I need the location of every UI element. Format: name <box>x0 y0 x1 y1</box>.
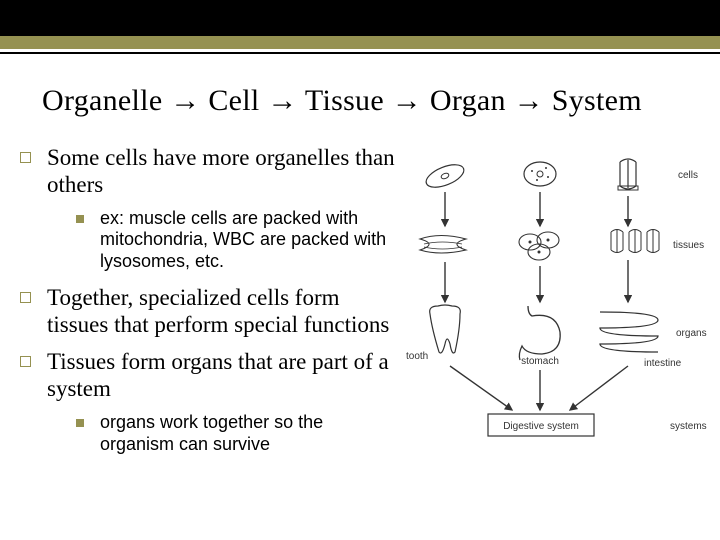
tissue-icon <box>519 232 559 260</box>
bullet-text: Tissues form organs that are part of a s… <box>47 348 400 402</box>
bullet-content: Some cells have more organelles than oth… <box>20 144 400 467</box>
top-black-bar <box>0 0 720 36</box>
tissue-icon <box>611 230 659 253</box>
square-open-bullet-icon <box>20 152 31 163</box>
square-filled-bullet-icon <box>76 419 84 427</box>
row-label-organs: organs <box>676 328 707 339</box>
cell-icon <box>618 159 638 190</box>
title-seg-4: System <box>552 84 642 117</box>
title-seg-2: Tissue <box>305 84 384 117</box>
organ-label-stomach: stomach <box>521 356 559 367</box>
sub-bullet-text: ex: muscle cells are packed with mitocho… <box>100 208 400 272</box>
arrow-icon <box>570 366 628 410</box>
square-filled-bullet-icon <box>76 215 84 223</box>
hierarchy-diagram: cells tissues tooth stomach <box>400 154 710 484</box>
title-arrow-1: → <box>260 84 305 117</box>
title-arrow-3: → <box>506 84 552 117</box>
row-label-tissues: tissues <box>673 240 704 251</box>
bullet-text: Some cells have more organelles than oth… <box>47 144 400 198</box>
title-seg-3: Organ <box>430 84 506 117</box>
system-label: Digestive system <box>503 421 579 432</box>
sub-bullet-item: organs work together so the organism can… <box>76 412 400 454</box>
sub-bullet-text: organs work together so the organism can… <box>100 412 400 454</box>
tissue-icon <box>420 236 466 254</box>
olive-accent-bar <box>0 36 720 49</box>
arrow-icon <box>450 366 512 410</box>
square-open-bullet-icon <box>20 292 31 303</box>
bullet-item: Tissues form organs that are part of a s… <box>20 348 400 402</box>
underline-bar <box>0 52 720 54</box>
square-open-bullet-icon <box>20 356 31 367</box>
cell-icon <box>524 162 556 186</box>
row-label-systems: systems <box>670 421 707 432</box>
organ-label-intestine: intestine <box>644 358 682 369</box>
organ-label-tooth: tooth <box>406 351 428 362</box>
title-arrow-2: → <box>384 84 430 117</box>
stomach-icon <box>519 306 560 360</box>
tooth-icon <box>430 305 461 353</box>
title-seg-0: Organelle <box>42 84 162 117</box>
sub-bullet-item: ex: muscle cells are packed with mitocho… <box>76 208 400 272</box>
bullet-item: Together, specialized cells form tissues… <box>20 284 400 338</box>
page-title: Organelle → Cell → Tissue → Organ → Syst… <box>42 84 642 118</box>
row-label-cells: cells <box>678 170 698 181</box>
bullet-text: Together, specialized cells form tissues… <box>47 284 400 338</box>
title-seg-1: Cell <box>208 84 259 117</box>
bullet-item: Some cells have more organelles than oth… <box>20 144 400 198</box>
cell-icon <box>423 160 467 192</box>
title-arrow-0: → <box>162 84 208 117</box>
intestine-icon <box>600 312 658 352</box>
